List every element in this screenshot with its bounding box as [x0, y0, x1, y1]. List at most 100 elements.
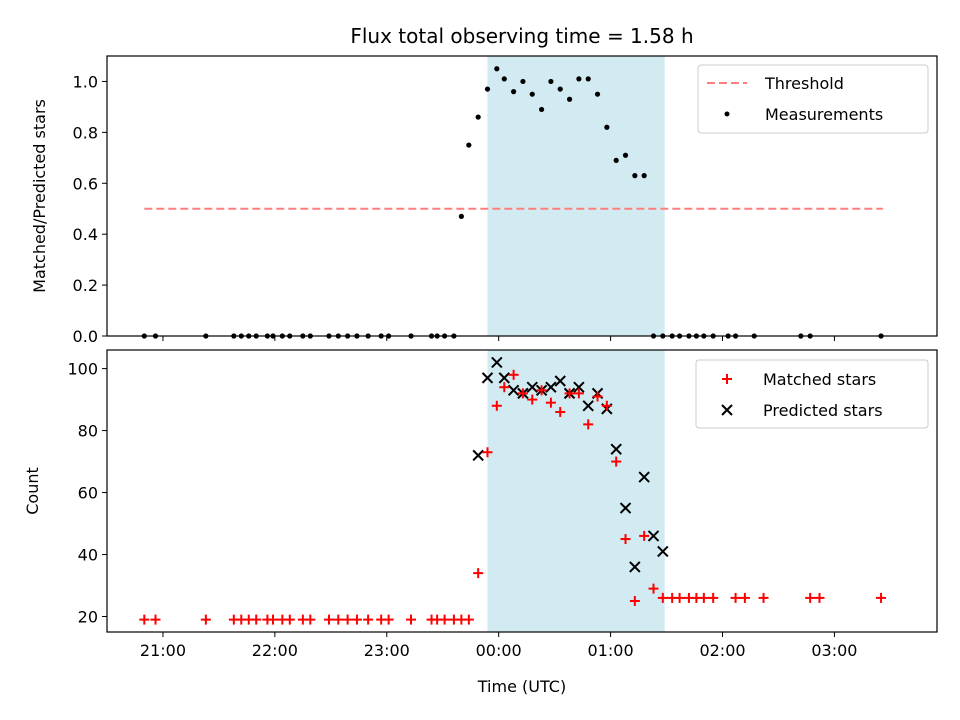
matched-star-point: [508, 369, 519, 380]
y-tick-label: 100: [67, 360, 98, 379]
matched-star-point: [674, 592, 685, 603]
predicted-star-point: [472, 449, 484, 462]
y-tick-label: 0.8: [73, 123, 98, 142]
predicted-star-point: [491, 356, 503, 369]
measurement-point: [494, 66, 500, 72]
y-tick-label: 20: [78, 608, 98, 627]
matched-star-point: [698, 592, 709, 603]
measurement-point: [529, 91, 535, 97]
matched-star-point: [363, 614, 374, 625]
x-tick-label: 01:00: [588, 641, 634, 660]
bottom-legend: Matched stars Predicted stars: [695, 359, 929, 429]
predicted-star-point: [647, 530, 660, 542]
top-y-axis-label: Matched/Predicted stars: [30, 99, 49, 293]
matched-star-point: [545, 397, 556, 408]
matched-star-point: [876, 592, 887, 603]
top-y-ticks: 0.0 0.2 0.4 0.6 0.8 1.0: [73, 72, 107, 346]
predicted-star-point: [545, 381, 557, 393]
matched-star-point: [323, 614, 334, 625]
bottom-x-ticks: 21:00 22:00 23:00 00:00 01:00 02:00 03:00: [140, 632, 857, 660]
measurement-point: [585, 76, 591, 82]
matched-star-point: [200, 614, 211, 625]
measurement-point: [466, 142, 472, 148]
bottom-y-ticks: 20 40 60 80 100: [67, 360, 107, 627]
matched-star-point: [657, 592, 668, 603]
predicted-star-point: [498, 372, 510, 384]
matched-star-point: [268, 614, 278, 625]
legend-plus-marker: [722, 374, 732, 384]
measurement-point: [484, 86, 491, 92]
predicted-star-point: [573, 381, 585, 393]
y-tick-label: 80: [78, 422, 98, 441]
matched-star-point: [708, 592, 719, 603]
legend-x-marker: [721, 404, 733, 416]
chart-title: Flux total observing time = 1.58 h: [350, 24, 693, 48]
measurement-point: [520, 78, 526, 85]
bottom-chart-panel: 21:00 22:00 23:00 00:00 01:00 02:00 03:00 20 40…: [23, 349, 938, 696]
y-tick-label: 0.4: [73, 225, 98, 244]
matched-star-point: [406, 614, 417, 625]
matched-star-point: [491, 400, 502, 411]
x-tick-label: 02:00: [699, 641, 745, 660]
measurement-point: [511, 89, 517, 95]
matched-star-point: [333, 614, 344, 625]
top-axes-frame: [106, 55, 938, 337]
matched-star-point: [611, 456, 622, 467]
matched-stars-points: [139, 369, 887, 625]
measurement-point: [594, 91, 601, 97]
y-tick-label: 0.6: [73, 174, 98, 193]
matched-star-point: [573, 388, 584, 399]
predicted-star-point: [610, 443, 622, 455]
measurement-point: [458, 213, 464, 219]
matched-star-point: [439, 614, 450, 625]
measurement-point: [604, 124, 610, 130]
legend-matched-label: Matched stars: [763, 370, 876, 389]
matched-star-point: [305, 614, 316, 625]
measurement-point: [557, 86, 563, 92]
bottom-legend-box: [695, 359, 929, 429]
observing-interval-shade: [487, 350, 665, 632]
matched-star-point: [564, 388, 575, 399]
matched-star-point: [555, 406, 566, 417]
measurement-point: [475, 114, 481, 120]
x-tick-label: 22:00: [252, 641, 298, 660]
x-tick-label: 03:00: [811, 641, 857, 660]
predicted-star-point: [629, 561, 641, 573]
y-tick-label: 60: [78, 484, 98, 503]
matched-star-point: [482, 447, 493, 458]
y-tick-label: 40: [78, 546, 98, 565]
top-x-ticks: [162, 336, 835, 341]
matched-star-point: [739, 592, 750, 603]
matched-star-point: [463, 614, 474, 625]
matched-star-point: [592, 391, 603, 402]
top-chart-panel: 0.0 0.2 0.4 0.6 0.8 1.0 Flux total observing …: [30, 24, 938, 346]
matched-star-point: [499, 382, 510, 393]
predicted-star-point: [582, 400, 594, 412]
matched-star-point: [536, 385, 547, 396]
matched-star-point: [383, 614, 394, 625]
predicted-star-point: [619, 502, 632, 514]
matched-star-point: [342, 614, 353, 625]
matched-star-point: [150, 614, 161, 625]
observing-interval-shade: [487, 56, 665, 336]
matched-star-point: [527, 394, 538, 405]
predicted-star-point: [638, 471, 650, 483]
matched-star-point: [758, 592, 769, 603]
measurement-point: [622, 152, 629, 158]
measurement-point: [632, 173, 638, 179]
measurement-point: [641, 173, 647, 179]
matched-star-point: [639, 530, 650, 541]
bottom-axes-frame: [106, 349, 938, 633]
x-tick-label: 23:00: [364, 641, 410, 660]
matched-star-point: [629, 596, 640, 607]
matched-star-point: [620, 534, 631, 545]
legend-measurements-label: Measurements: [765, 105, 883, 124]
matched-star-point: [473, 568, 484, 579]
x-axis-label: Time (UTC): [477, 677, 566, 696]
y-tick-label: 0.0: [73, 327, 98, 346]
top-legend-box: [697, 64, 929, 134]
measurement-point: [613, 157, 619, 163]
x-tick-label: 21:00: [140, 641, 186, 660]
matched-star-point: [648, 583, 659, 594]
